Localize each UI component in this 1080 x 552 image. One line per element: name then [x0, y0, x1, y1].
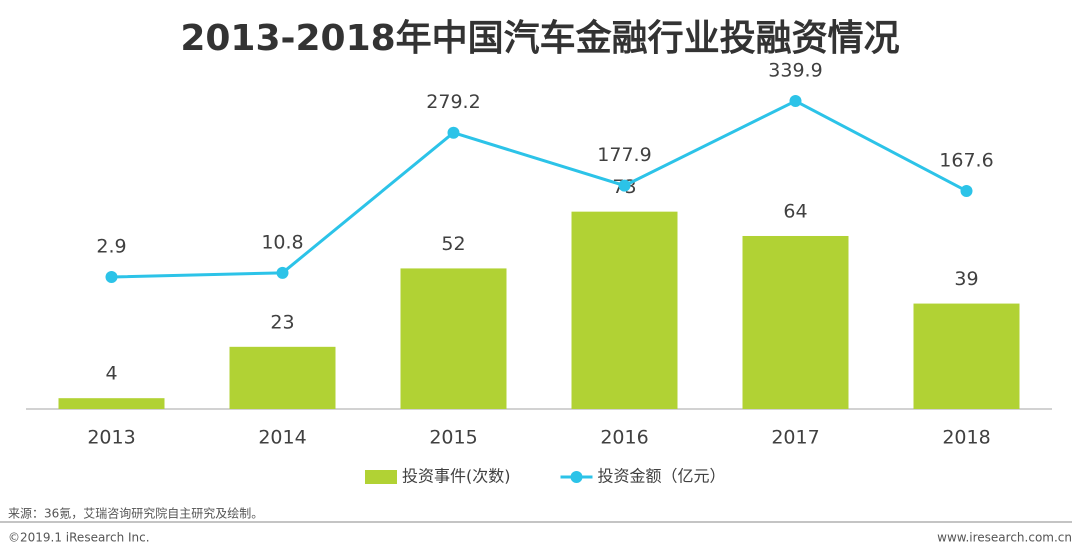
copyright: ©2019.1 iResearch Inc. — [8, 531, 150, 545]
bar-value-label: 23 — [270, 311, 294, 333]
line-point — [105, 270, 118, 283]
bar — [571, 211, 678, 409]
bar — [400, 268, 507, 409]
line-value-label: 279.2 — [426, 91, 480, 113]
bar — [913, 303, 1020, 409]
line-point — [789, 95, 802, 108]
x-tick-label: 2013 — [87, 427, 135, 449]
bar-value-label: 64 — [783, 200, 807, 222]
line-value-label: 2.9 — [96, 235, 126, 257]
bar-value-label: 52 — [441, 233, 465, 255]
chart-title: 2013-2018年中国汽车金融行业投融资情况 — [180, 17, 899, 59]
line-value-label: 10.8 — [261, 231, 303, 253]
x-tick-label: 2014 — [258, 427, 306, 449]
line-value-label: 339.9 — [768, 60, 822, 82]
line-value-label: 177.9 — [597, 144, 651, 166]
x-tick-label: 2015 — [429, 427, 477, 449]
bar-value-label: 4 — [105, 363, 117, 385]
x-tick-label: 2016 — [600, 427, 648, 449]
bar — [229, 346, 336, 409]
legend-swatch — [570, 471, 583, 483]
line-point — [276, 266, 289, 279]
line-point — [960, 184, 973, 197]
bar-value-label: 39 — [954, 268, 978, 290]
legend-label: 投资金额（亿元） — [598, 467, 726, 486]
source: 来源：36氪，艾瑞咨询研究院自主研究及绘制。 — [8, 506, 263, 521]
x-tick-label: 2017 — [771, 427, 819, 449]
line-point — [447, 126, 460, 139]
legend-label: 投资事件(次数) — [402, 467, 511, 486]
bar — [58, 398, 165, 409]
line-value-label: 167.6 — [939, 149, 993, 171]
x-tick-label: 2018 — [942, 427, 990, 449]
line-point — [618, 179, 631, 192]
website: www.iresearch.com.cn — [937, 531, 1072, 545]
bar — [742, 235, 849, 409]
line — [111, 99, 968, 279]
legend-swatch — [365, 470, 397, 484]
